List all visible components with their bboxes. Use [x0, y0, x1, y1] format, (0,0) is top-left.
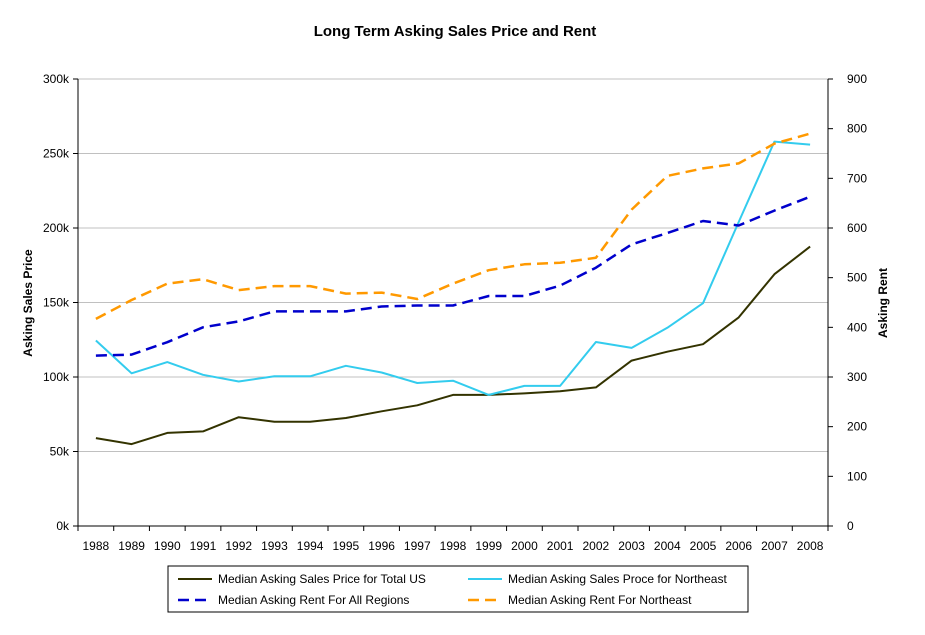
x-tick-label: 1992	[225, 539, 252, 553]
y-left-tick-label: 100k	[43, 370, 70, 384]
y-right-tick-label: 200	[847, 420, 867, 434]
x-tick-label: 2005	[690, 539, 717, 553]
y-left-tick-label: 0k	[56, 519, 70, 533]
legend: Median Asking Sales Price for Total US Me…	[167, 565, 749, 613]
x-tick-label: 1996	[368, 539, 395, 553]
series-line-4	[95, 132, 811, 321]
series-line-2	[95, 140, 811, 396]
x-tick-label: 1998	[440, 539, 467, 553]
y-axis-left-title: Asking Sales Price	[21, 249, 35, 357]
y-left-tick-label: 200k	[43, 221, 70, 235]
y-left-tick-label: 300k	[43, 72, 70, 86]
plot-area: 0k 50k 100k 150k 200k 250k 300k 0 100 200 300 400 50…	[43, 72, 867, 553]
x-tick-label: 1991	[190, 539, 217, 553]
x-tick-label: 2006	[725, 539, 752, 553]
x-tick-label: 2007	[761, 539, 788, 553]
series-line-3	[95, 195, 811, 357]
y-right-tick-label: 400	[847, 320, 867, 334]
x-tick-label: 2008	[797, 539, 824, 553]
legend-label: Median Asking Rent For Northeast	[508, 593, 692, 607]
x-tick-label: 2001	[547, 539, 574, 553]
legend-label: Median Asking Sales Proce for Northeast	[508, 572, 727, 586]
x-tick-label: 1989	[118, 539, 145, 553]
y-right-tick-label: 900	[847, 72, 867, 86]
y-left-tick-label: 250k	[43, 147, 70, 161]
chart-title: Long Term Asking Sales Price and Rent	[314, 23, 597, 40]
x-tick-label: 1997	[404, 539, 431, 553]
legend-label: Median Asking Sales Price for Total US	[218, 572, 426, 586]
x-tick-label: 1988	[83, 539, 110, 553]
x-tick-label: 1999	[475, 539, 502, 553]
x-tick-label: 1995	[333, 539, 360, 553]
x-tick-label: 2003	[618, 539, 645, 553]
legend-box	[167, 565, 749, 613]
y-left-tick-label: 50k	[50, 445, 70, 459]
y-axis-right-title: Asking Rent	[876, 268, 890, 338]
y-right-tick-label: 800	[847, 122, 867, 136]
y-right-tick-label: 700	[847, 171, 867, 185]
x-tick-label: 2004	[654, 539, 681, 553]
x-tick-label: 2000	[511, 539, 538, 553]
x-tick-label: 1990	[154, 539, 181, 553]
legend-label: Median Asking Rent For All Regions	[218, 593, 409, 607]
y-left-tick-label: 150k	[43, 296, 70, 310]
y-right-tick-label: 600	[847, 221, 867, 235]
y-right-tick-label: 0	[847, 519, 854, 533]
x-tick-label: 1994	[297, 539, 324, 553]
x-tick-label: 2002	[583, 539, 610, 553]
y-right-tick-label: 500	[847, 271, 867, 285]
y-right-tick-label: 300	[847, 370, 867, 384]
y-right-tick-label: 100	[847, 469, 867, 483]
series-line-1	[95, 245, 811, 446]
x-tick-label: 1993	[261, 539, 288, 553]
